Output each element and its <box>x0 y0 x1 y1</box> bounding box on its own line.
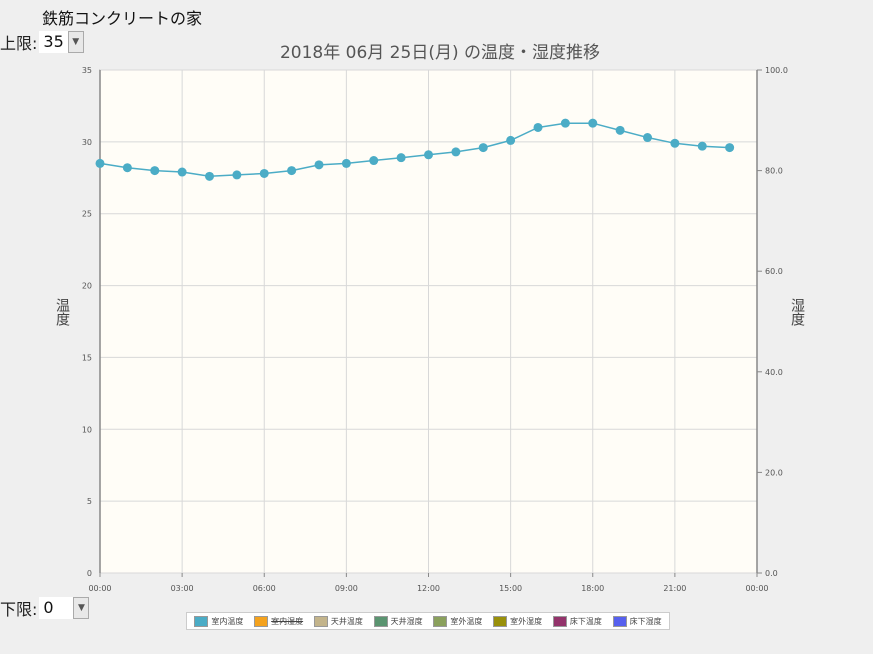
page-title: 鉄筋コンクリートの家 <box>42 9 203 28</box>
legend-item[interactable]: 室外湿度 <box>493 615 543 627</box>
data-point[interactable] <box>259 168 269 178</box>
lower-limit-value[interactable]: 0 <box>39 597 74 619</box>
chart-legend: 室内温度 室内湿度 天井温度 天井湿度 室外温度 室外湿度 床下温度 床下湿度 <box>186 612 670 630</box>
data-point[interactable] <box>725 143 735 153</box>
data-point[interactable] <box>150 166 160 176</box>
legend-swatch <box>493 615 508 627</box>
x-tick-label: 06:00 <box>253 584 276 593</box>
y2-tick-label: 0.0 <box>765 569 778 578</box>
data-point[interactable] <box>396 153 406 163</box>
upper-limit-value[interactable]: 35 <box>39 31 68 53</box>
x-tick-label: 15:00 <box>499 584 522 593</box>
chart-title: 2018年 06月 25日(月) の温度・湿度推移 <box>280 43 600 63</box>
y-tick-label: 35 <box>82 66 92 75</box>
data-point[interactable] <box>670 138 680 148</box>
y-tick-label: 30 <box>82 138 92 147</box>
data-point[interactable] <box>369 156 379 166</box>
chevron-down-icon[interactable]: ▼ <box>67 31 84 53</box>
legend-swatch <box>254 615 269 627</box>
legend-label: 室内温度 <box>211 616 244 626</box>
legend-label: 天井湿度 <box>390 616 423 626</box>
series-line-room-temperature <box>99 122 730 178</box>
y2-tick-label: 80.0 <box>765 167 783 176</box>
legend-swatch <box>552 615 567 627</box>
y-tick-label: 20 <box>82 282 92 291</box>
y2-tick-label: 60.0 <box>765 267 783 276</box>
data-point[interactable] <box>177 167 187 177</box>
legend-label: 床下湿度 <box>629 616 662 626</box>
x-tick-label: 00:00 <box>88 584 111 593</box>
data-point[interactable] <box>287 166 297 176</box>
chevron-down-icon[interactable]: ▼ <box>73 597 90 619</box>
legend-label: 床下温度 <box>569 616 602 626</box>
y-tick-label: 5 <box>87 497 92 506</box>
x-tick-label: 12:00 <box>417 584 440 593</box>
lower-limit-label: 下限: <box>0 600 38 619</box>
data-point[interactable] <box>95 158 105 168</box>
data-point[interactable] <box>697 141 707 151</box>
data-point[interactable] <box>643 133 652 143</box>
legend-label: 室外湿度 <box>510 616 543 626</box>
legend-item[interactable]: 室内湿度 <box>254 615 304 627</box>
y-tick-label: 10 <box>82 425 92 434</box>
data-point[interactable] <box>478 143 488 153</box>
y2-tick-label: 100.0 <box>765 66 788 75</box>
data-point[interactable] <box>451 147 461 157</box>
upper-limit-select[interactable]: 35 ▼ <box>39 31 84 53</box>
legend-item[interactable]: 床下温度 <box>552 615 602 627</box>
lower-limit-control: 下限: 0 ▼ <box>0 596 90 620</box>
x-tick-label: 18:00 <box>581 584 604 593</box>
data-point[interactable] <box>314 160 324 170</box>
legend-swatch <box>194 615 209 627</box>
data-point[interactable] <box>560 118 570 128</box>
x-tick-label: 00:00 <box>745 584 768 593</box>
legend-swatch <box>612 615 627 627</box>
legend-item[interactable]: 床下湿度 <box>612 615 662 627</box>
lower-limit-select[interactable]: 0 ▼ <box>39 597 90 619</box>
y-tick-label: 25 <box>82 210 92 219</box>
data-point[interactable] <box>506 135 516 145</box>
legend-label: 室外温度 <box>450 616 483 626</box>
legend-label: 室内湿度 <box>271 616 304 626</box>
legend-item[interactable]: 室外温度 <box>433 615 483 627</box>
y-axis-label: 温度 <box>54 298 70 326</box>
legend-swatch <box>313 615 328 627</box>
data-point[interactable] <box>533 122 543 132</box>
upper-limit-label: 上限: <box>0 34 38 53</box>
x-tick-label: 21:00 <box>663 584 686 593</box>
legend-item[interactable]: 天井温度 <box>313 615 363 627</box>
legend-item[interactable]: 天井湿度 <box>373 615 423 627</box>
axes: 0 5 10 15 20 25 30 35 0.0 20.0 40.0 60.0 80.0 100.0 00… <box>82 66 788 593</box>
y2-axis-label: 湿度 <box>789 298 805 326</box>
y-tick-label: 15 <box>82 353 92 362</box>
y2-tick-label: 40.0 <box>765 368 783 377</box>
x-tick-label: 03:00 <box>171 584 194 593</box>
series-layer <box>95 118 735 181</box>
data-point[interactable] <box>588 118 598 128</box>
data-point[interactable] <box>122 163 132 173</box>
legend-swatch <box>433 615 448 627</box>
data-point[interactable] <box>205 171 214 181</box>
legend-swatch <box>373 615 388 627</box>
data-point[interactable] <box>424 150 433 160</box>
data-point[interactable] <box>341 158 351 168</box>
data-point[interactable] <box>232 170 242 180</box>
upper-limit-control: 上限: 35 ▼ <box>0 30 84 54</box>
legend-item[interactable]: 室内温度 <box>194 615 244 627</box>
data-point[interactable] <box>615 125 625 135</box>
grid-lines <box>100 69 757 574</box>
y2-tick-label: 20.0 <box>765 468 783 477</box>
legend-label: 天井温度 <box>330 616 363 626</box>
y-tick-label: 0 <box>87 569 92 578</box>
x-tick-label: 09:00 <box>335 584 358 593</box>
